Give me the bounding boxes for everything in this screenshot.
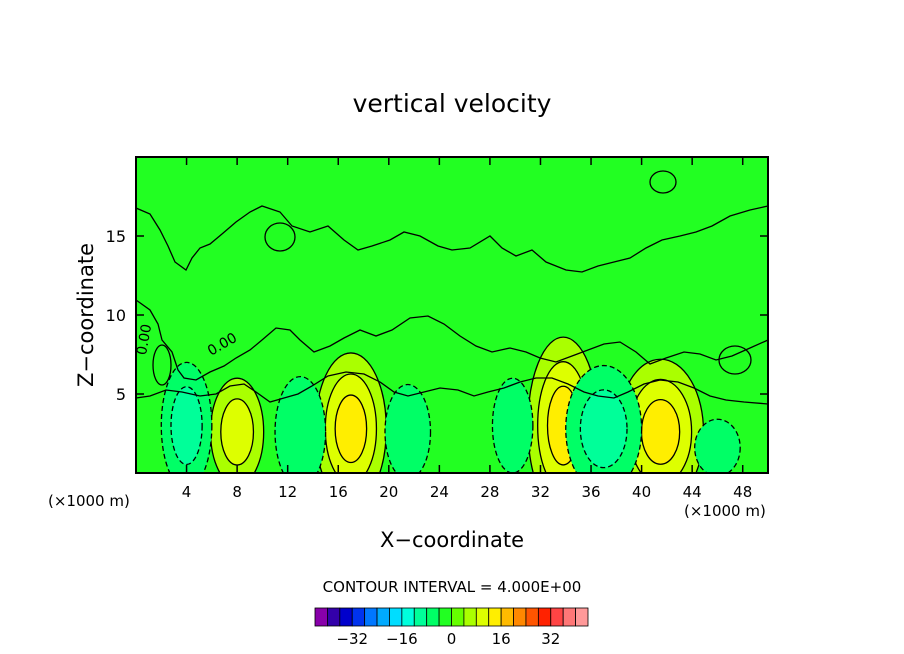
y-tick-label: 15 xyxy=(106,227,126,246)
colorbar-swatch xyxy=(463,607,477,627)
x-axis-label: X−coordinate xyxy=(380,528,524,552)
chart-title: vertical velocity xyxy=(353,89,552,118)
x-tick-label: 32 xyxy=(531,483,550,501)
colorbar: −32 −16 0 16 32 xyxy=(314,607,589,648)
x-tick-label: 12 xyxy=(278,483,297,501)
x-unit-label-right: (×1000 m) xyxy=(684,502,766,520)
colorbar-swatch xyxy=(413,607,428,627)
colorbar-swatch xyxy=(376,607,390,627)
contour-region-7-level-1 xyxy=(491,377,534,473)
colorbar-swatch xyxy=(451,607,465,627)
contour-region-1-level-3 xyxy=(334,394,368,464)
contour-region-3-level-3 xyxy=(640,398,681,465)
x-tick-label: 16 xyxy=(329,483,348,501)
colorbar-tick-label: −32 xyxy=(336,630,368,648)
colorbar-swatch xyxy=(525,607,539,627)
colorbar-swatch xyxy=(314,607,328,627)
contour-region-9-level-1 xyxy=(694,418,741,473)
x-tick-label: 28 xyxy=(480,483,499,501)
colorbar-swatch xyxy=(351,607,366,627)
colorbar-swatch xyxy=(550,607,564,627)
contour-cell xyxy=(152,344,172,386)
x-tick-label: 24 xyxy=(430,483,449,501)
colorbar-tick-label: 16 xyxy=(492,630,511,648)
x-unit-label-left: (×1000 m) xyxy=(48,492,130,510)
colorbar-swatch xyxy=(575,607,589,627)
colorbar-tick-label: 0 xyxy=(447,630,457,648)
x-tick-label: 40 xyxy=(632,483,651,501)
x-tick-label: 44 xyxy=(683,483,702,501)
x-tick-label: 20 xyxy=(379,483,398,501)
y-axis-label: Z−coordinate xyxy=(74,243,98,387)
colorbar-swatch xyxy=(426,607,440,627)
colorbar-swatch xyxy=(562,607,576,627)
colorbar-swatch xyxy=(339,607,353,627)
y-tick-label: 5 xyxy=(116,385,126,404)
x-tick-label: 36 xyxy=(581,483,600,501)
colorbar-tick-label: −16 xyxy=(386,630,418,648)
x-tick-label: 8 xyxy=(232,483,242,501)
contour-line-upper xyxy=(136,205,768,273)
x-tick-label: 48 xyxy=(733,483,752,501)
contour-cell xyxy=(718,345,752,375)
contour-region-6-level-1 xyxy=(384,383,432,473)
colorbar-swatch xyxy=(513,607,527,627)
contour-region-0-level-2 xyxy=(220,398,255,466)
colorbar-swatch xyxy=(401,607,415,627)
contour-line-mid xyxy=(136,299,768,381)
colorbar-swatch xyxy=(389,607,403,627)
colorbar-swatch xyxy=(475,607,490,627)
colorbar-swatch xyxy=(438,607,452,627)
colorbar-swatch xyxy=(500,607,514,627)
colorbar-swatch xyxy=(488,607,502,627)
contour-region-5-level-1 xyxy=(274,375,327,473)
contour-region-4-level-2 xyxy=(170,386,203,466)
contour-region-8-level-2 xyxy=(579,389,628,469)
contour-interval-text: CONTOUR INTERVAL = 4.000E+00 xyxy=(323,578,582,596)
colorbar-swatch xyxy=(537,607,552,627)
colorbar-tick-label: 32 xyxy=(541,630,560,648)
x-tick-label: 4 xyxy=(182,483,192,501)
contour-line-lower xyxy=(136,371,768,405)
colorbar-swatch xyxy=(327,607,341,627)
colorbar-swatch xyxy=(364,607,378,627)
y-tick-label: 10 xyxy=(106,306,126,325)
contour-cell xyxy=(264,222,296,252)
contour-label-0: 0.00 xyxy=(134,323,155,356)
contour-cell xyxy=(649,170,677,194)
